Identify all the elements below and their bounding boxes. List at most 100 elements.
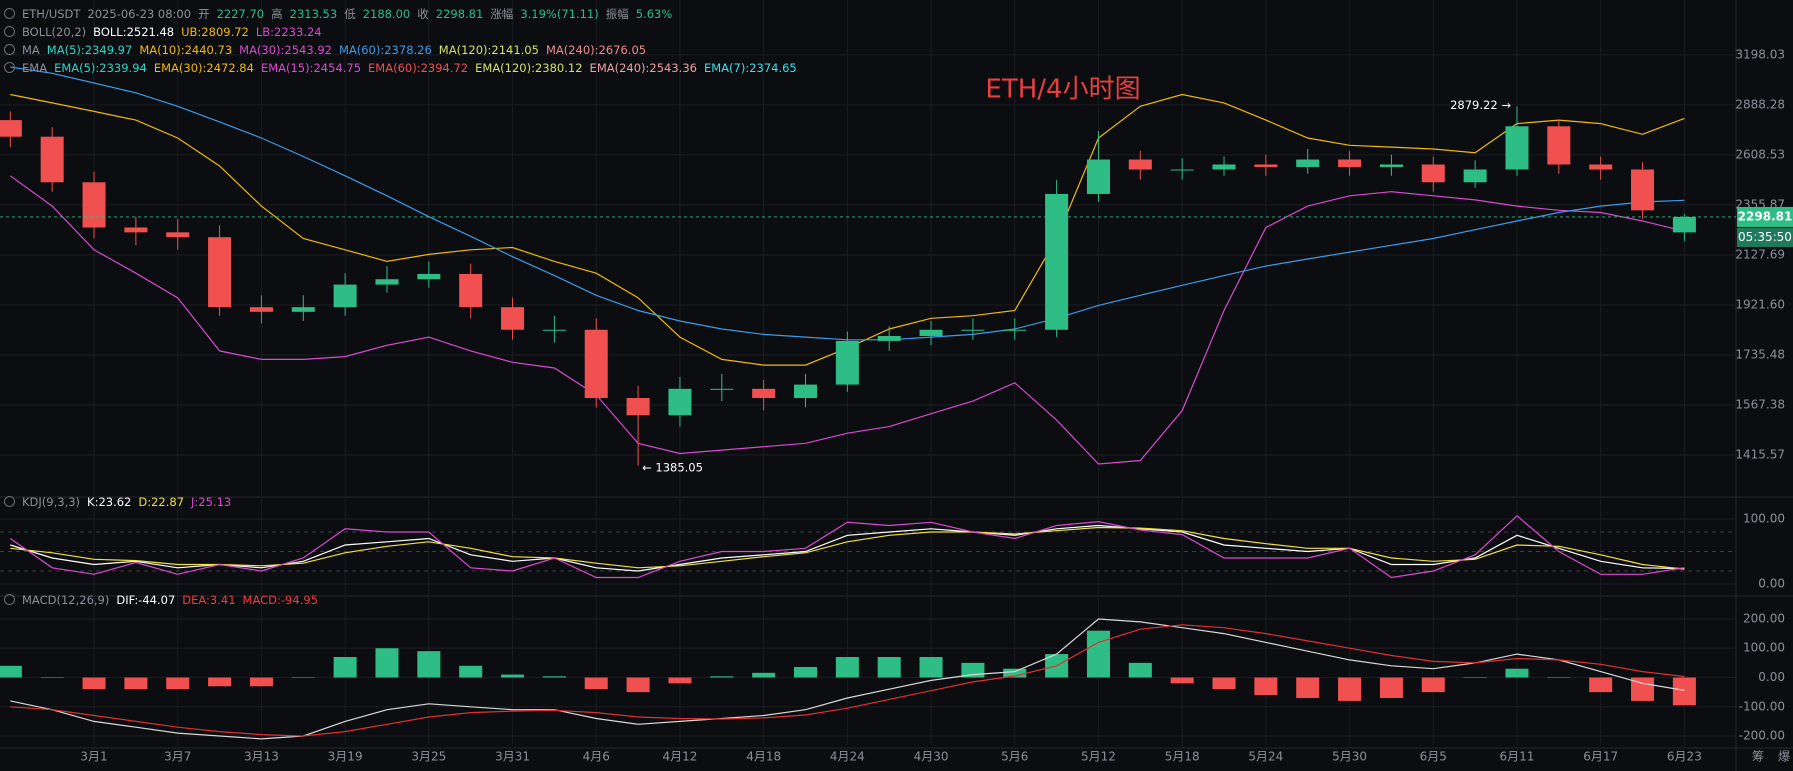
chart-title: ETH/4小时图 (985, 75, 1140, 105)
macd-bar (919, 657, 943, 678)
legend-text: BOLL(20,2) (22, 25, 87, 39)
legend-text: 2227.70 (216, 7, 265, 21)
x-tick-label: 3月19 (328, 750, 363, 764)
legend-text: EMA(7):2374.65 (703, 61, 797, 75)
legend-text: 2313.53 (289, 7, 338, 21)
candle-body (333, 284, 357, 308)
candle-body (249, 307, 273, 312)
macd-bar (166, 677, 190, 690)
y-tick-label: 3198.03 (1735, 47, 1785, 61)
legend-text: 5.63% (635, 7, 673, 21)
legend-text: J:25.13 (191, 495, 232, 509)
macd-bar (0, 665, 22, 678)
toggle-icon[interactable] (4, 26, 15, 37)
countdown-bg (1737, 227, 1793, 247)
legend-text: MA(120):2141.05 (438, 43, 539, 57)
macd-bar (1128, 662, 1152, 678)
candle-body (1170, 169, 1194, 171)
candle-body (1589, 164, 1613, 170)
legend-text: EMA(15):2454.75 (260, 61, 362, 75)
macd-bar (1338, 677, 1362, 701)
candle-body (1003, 329, 1027, 331)
legend-text: EMA(30):2472.84 (153, 61, 254, 75)
legend-text: BOLL:2521.48 (93, 25, 175, 39)
toggle-icon[interactable] (4, 496, 15, 507)
candle-body (919, 329, 943, 336)
x-tick-label: 5月18 (1165, 750, 1200, 764)
legend-row: MA MA(5):2349.97 MA(10):2440.73 MA(30):2543… (4, 42, 653, 59)
toggle-icon[interactable] (4, 594, 15, 605)
candle-body (877, 335, 901, 341)
y-tick-label: -100.00 (1739, 699, 1785, 713)
legend-text: UB:2809.72 (181, 25, 249, 39)
candle-body (626, 397, 650, 416)
candle-body (1338, 159, 1362, 167)
x-tick-label: 3月31 (495, 750, 530, 764)
x-tick-label: 5月30 (1332, 750, 1367, 764)
macd-bar (710, 676, 734, 678)
macd-bar (459, 665, 483, 678)
price-tag-bg (1737, 206, 1793, 227)
toggle-icon[interactable] (4, 62, 15, 73)
macd-bar (1296, 677, 1320, 698)
candle-body (835, 340, 859, 385)
price-tag: 2298.81 (1738, 209, 1793, 223)
legend-text: MA (22, 43, 40, 57)
macd-bar (291, 677, 315, 678)
macd-bar (835, 657, 859, 678)
legend-text: MA(5):2349.97 (46, 43, 133, 57)
legend-row: MACD(12,26,9) DIF:-44.07 DEA:3.41 MACD:-94.… (4, 592, 325, 609)
low-label: ← 1385.05 (642, 460, 703, 474)
legend-text: EMA(60):2394.72 (368, 61, 469, 75)
toggle-icon[interactable] (4, 8, 15, 19)
legend-text: ETH/USDT (22, 7, 81, 21)
x-tick-label: 3月25 (411, 750, 446, 764)
legend-row: KDJ(9,3,3) K:23.62 D:22.87 J:25.13 (4, 494, 238, 511)
y-tick-label: 1415.57 (1735, 448, 1785, 462)
legend-text: LB:2233.24 (255, 25, 322, 39)
candle-body (1672, 216, 1696, 233)
y-tick-label: 0.00 (1758, 577, 1785, 591)
candle-body (375, 279, 399, 285)
x-tick-label: 6月23 (1667, 750, 1702, 764)
macd-bar (1589, 677, 1613, 693)
y-tick-label: 2888.28 (1735, 97, 1785, 111)
x-tick-label: 6月5 (1420, 750, 1447, 764)
legend-text: EMA(5):2339.94 (54, 61, 147, 75)
toolbar-button[interactable]: 爆 (1778, 750, 1790, 764)
candle-body (208, 237, 232, 308)
legend-text: EMA (22, 61, 48, 75)
macd-bar (1505, 668, 1529, 678)
legend-text: EMA(240):2543.36 (589, 61, 697, 75)
candle-body (584, 329, 608, 398)
macd-bar (333, 657, 357, 678)
toggle-icon[interactable] (4, 44, 15, 55)
legend-row: EMA EMA(5):2339.94 EMA(30):2472.84 EMA(15):… (4, 60, 804, 77)
legend-text: 2298.81 (435, 7, 484, 21)
macd-bar (1672, 677, 1696, 706)
macd-bar (1547, 677, 1571, 678)
x-tick-label: 4月24 (830, 750, 865, 764)
y-tick-label: 1921.60 (1735, 297, 1785, 311)
x-tick-label: 3月7 (164, 750, 191, 764)
countdown: 05:35:50 (1738, 230, 1792, 244)
legend-text: EMA(120):2380.12 (475, 61, 583, 75)
macd-bar (82, 677, 106, 690)
legend-text: 开 (198, 7, 210, 21)
candle-body (124, 227, 148, 233)
x-tick-label: 3月13 (244, 750, 279, 764)
y-tick-label: 1567.38 (1735, 398, 1785, 412)
macd-bar (752, 672, 776, 678)
macd-bar (208, 677, 232, 687)
toolbar-button[interactable]: 筹 (1752, 750, 1764, 764)
candle-body (542, 329, 566, 331)
macd-bar (1212, 677, 1236, 690)
x-tick-label: 6月17 (1583, 750, 1618, 764)
x-tick-label: 5月6 (1001, 750, 1028, 764)
legend-text: K:23.62 (87, 495, 132, 509)
y-tick-label: 2127.69 (1735, 247, 1785, 261)
legend-text: 2188.00 (362, 7, 411, 21)
y-tick-label: 200.00 (1743, 611, 1785, 625)
candle-body (1421, 164, 1445, 183)
